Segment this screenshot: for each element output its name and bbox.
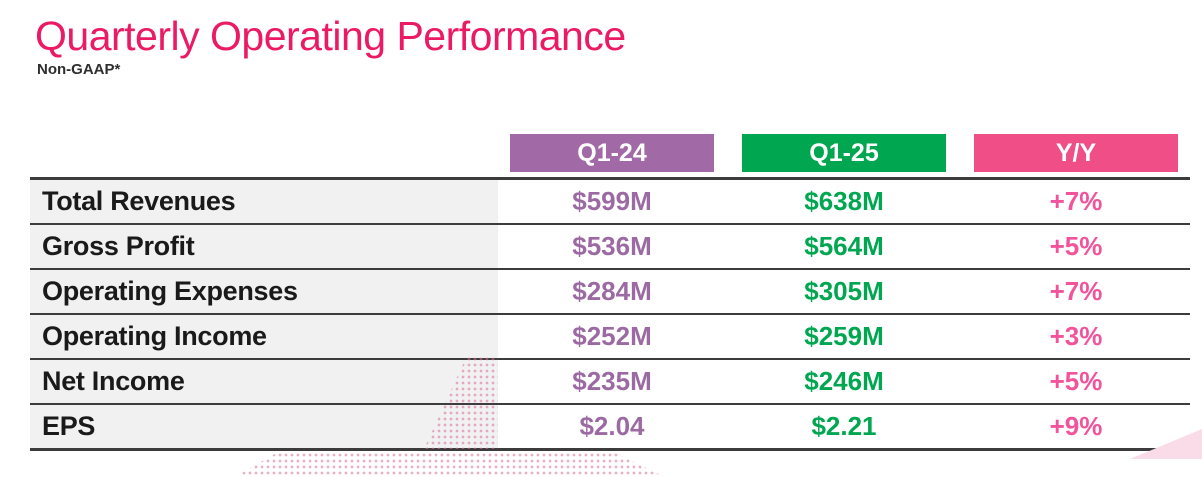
value-q1-24: $235M (572, 366, 652, 396)
value-q1-24: $536M (572, 231, 652, 261)
row-label: Operating Expenses (30, 270, 498, 313)
value-q1-24: $284M (572, 276, 652, 306)
page-title: Quarterly Operating Performance (35, 13, 626, 59)
row-label: Operating Income (30, 315, 498, 358)
column-header-yoy: Y/Y (974, 134, 1178, 172)
value-q1-24: $599M (572, 186, 652, 216)
table-row-total-revenues: Total Revenues $599M $638M +7% (30, 180, 1190, 225)
header-spacer (30, 134, 498, 172)
value-q1-25: $246M (804, 366, 884, 396)
value-q1-25: $2.21 (811, 411, 877, 441)
value-q1-25: $259M (804, 321, 884, 351)
row-label: Total Revenues (30, 180, 498, 223)
table-header-row: Q1-24 Q1-25 Y/Y (30, 134, 1190, 172)
financial-table: Total Revenues $599M $638M +7% Gross Pro… (30, 177, 1190, 451)
column-header-q1-24: Q1-24 (510, 134, 714, 172)
row-label: Net Income (30, 360, 498, 403)
value-q1-25: $564M (804, 231, 884, 261)
value-q1-25: $305M (804, 276, 884, 306)
table-row-operating-income: Operating Income $252M $259M +3% (30, 315, 1190, 360)
value-yoy: +7% (1049, 186, 1103, 216)
table-row-eps: EPS $2.04 $2.21 +9% (30, 405, 1190, 451)
value-yoy: +5% (1049, 366, 1103, 396)
value-yoy: +5% (1049, 231, 1103, 261)
value-q1-24: $2.04 (579, 411, 645, 441)
halftone-dots-decoration (235, 452, 665, 477)
value-yoy: +9% (1049, 411, 1103, 441)
subtitle-non-gaap: Non-GAAP* (37, 61, 121, 78)
table-row-gross-profit: Gross Profit $536M $564M +5% (30, 225, 1190, 270)
row-label: EPS (30, 405, 498, 448)
table-row-operating-expenses: Operating Expenses $284M $305M +7% (30, 270, 1190, 315)
value-q1-24: $252M (572, 321, 652, 351)
column-header-q1-25: Q1-25 (742, 134, 946, 172)
row-label: Gross Profit (30, 225, 498, 268)
value-yoy: +7% (1049, 276, 1103, 306)
value-yoy: +3% (1049, 321, 1103, 351)
value-q1-25: $638M (804, 186, 884, 216)
table-row-net-income: Net Income $235M $246M +5% (30, 360, 1190, 405)
